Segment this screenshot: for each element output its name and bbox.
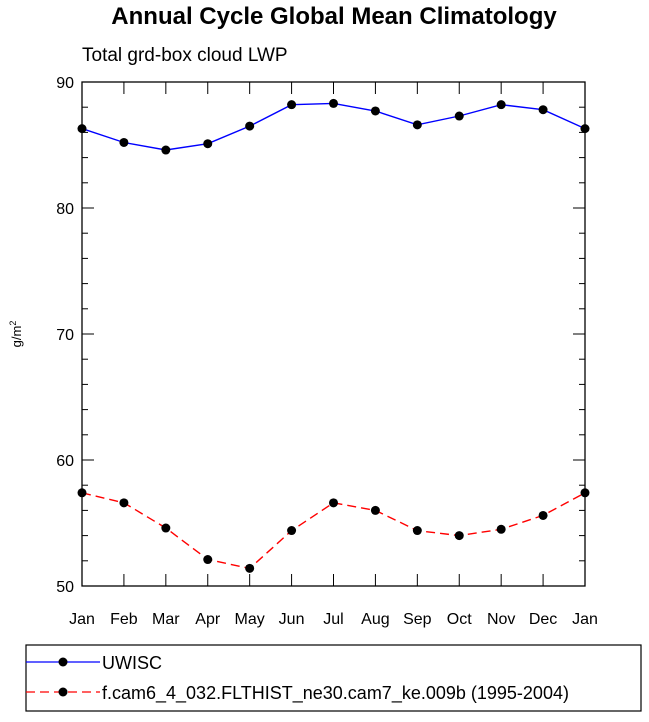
y-tick-label: 50 (56, 579, 74, 596)
data-point-series-0 (370, 106, 380, 116)
data-point-series-0 (329, 98, 338, 108)
data-point-series-0 (77, 124, 87, 134)
series-markers (77, 98, 590, 573)
data-point-series-1 (245, 563, 255, 573)
y-tick-label: 70 (56, 327, 74, 344)
data-point-series-1 (496, 524, 506, 534)
series-line-0 (81, 102, 586, 151)
data-point-series-0 (203, 139, 213, 149)
y-axis-ticks: 50 60 70 80 90 (56, 75, 585, 596)
data-point-series-1 (203, 555, 213, 565)
x-tick-label: Aug (361, 611, 389, 628)
legend-marker-model (58, 687, 68, 697)
data-point-series-0 (245, 121, 255, 131)
legend-label-uwisc: UWISC (102, 653, 162, 673)
legend-label-model: f.cam6_4_032.FLTHIST_ne30.cam7_ke.009b (… (102, 683, 569, 704)
data-point-series-1 (119, 498, 129, 508)
data-point-series-1 (580, 488, 590, 498)
plot-frame (81, 81, 586, 587)
chart-subtitle: Total grd-box cloud LWP (82, 45, 288, 66)
data-point-series-1 (329, 498, 338, 508)
x-tick-label: Mar (152, 611, 180, 628)
x-tick-label: Oct (447, 611, 472, 628)
data-point-series-0 (412, 120, 422, 130)
data-point-series-0 (496, 100, 506, 110)
x-tick-label: Nov (487, 611, 515, 628)
x-tick-label: Jan (572, 611, 598, 628)
data-point-series-1 (538, 510, 548, 520)
x-tick-label: Sep (403, 611, 432, 628)
data-point-series-1 (370, 505, 380, 515)
x-tick-label: Jul (323, 611, 343, 628)
x-tick-label: Feb (110, 611, 138, 628)
data-point-series-0 (538, 105, 548, 115)
x-tick-label: Apr (195, 611, 221, 628)
data-point-series-0 (580, 124, 590, 134)
x-axis-ticks: Jan Feb Mar Apr May Jun Jul Aug Sep Oct Nov Dec Jan (69, 82, 598, 628)
y-tick-label: 90 (56, 75, 74, 92)
data-point-series-0 (161, 145, 171, 155)
data-point-series-1 (161, 523, 171, 533)
legend-marker-uwisc (58, 657, 68, 667)
y-tick-label: 80 (56, 201, 74, 218)
x-tick-label: May (235, 611, 265, 628)
x-tick-label: Dec (529, 611, 557, 628)
y-axis-label: g/m2 (8, 321, 24, 348)
data-point-series-0 (454, 111, 464, 121)
data-point-series-0 (287, 100, 297, 110)
data-point-series-0 (119, 137, 129, 147)
y-tick-label: 60 (56, 453, 74, 470)
legend-box (25, 644, 642, 712)
x-tick-label: Jun (279, 611, 305, 628)
chart-title: Annual Cycle Global Mean Climatology (111, 3, 557, 30)
plot-area: 50 60 70 80 90 Jan Feb Mar Apr May Jun Jul Aug Sep Oc… (56, 75, 598, 628)
legend: UWISC f.cam6_4_032.FLTHIST_ne30.cam7_ke.… (25, 644, 642, 712)
x-tick-label: Jan (69, 611, 95, 628)
data-point-series-1 (412, 526, 422, 536)
data-point-series-1 (77, 488, 87, 498)
data-point-series-1 (454, 531, 464, 541)
data-point-series-1 (287, 526, 297, 536)
